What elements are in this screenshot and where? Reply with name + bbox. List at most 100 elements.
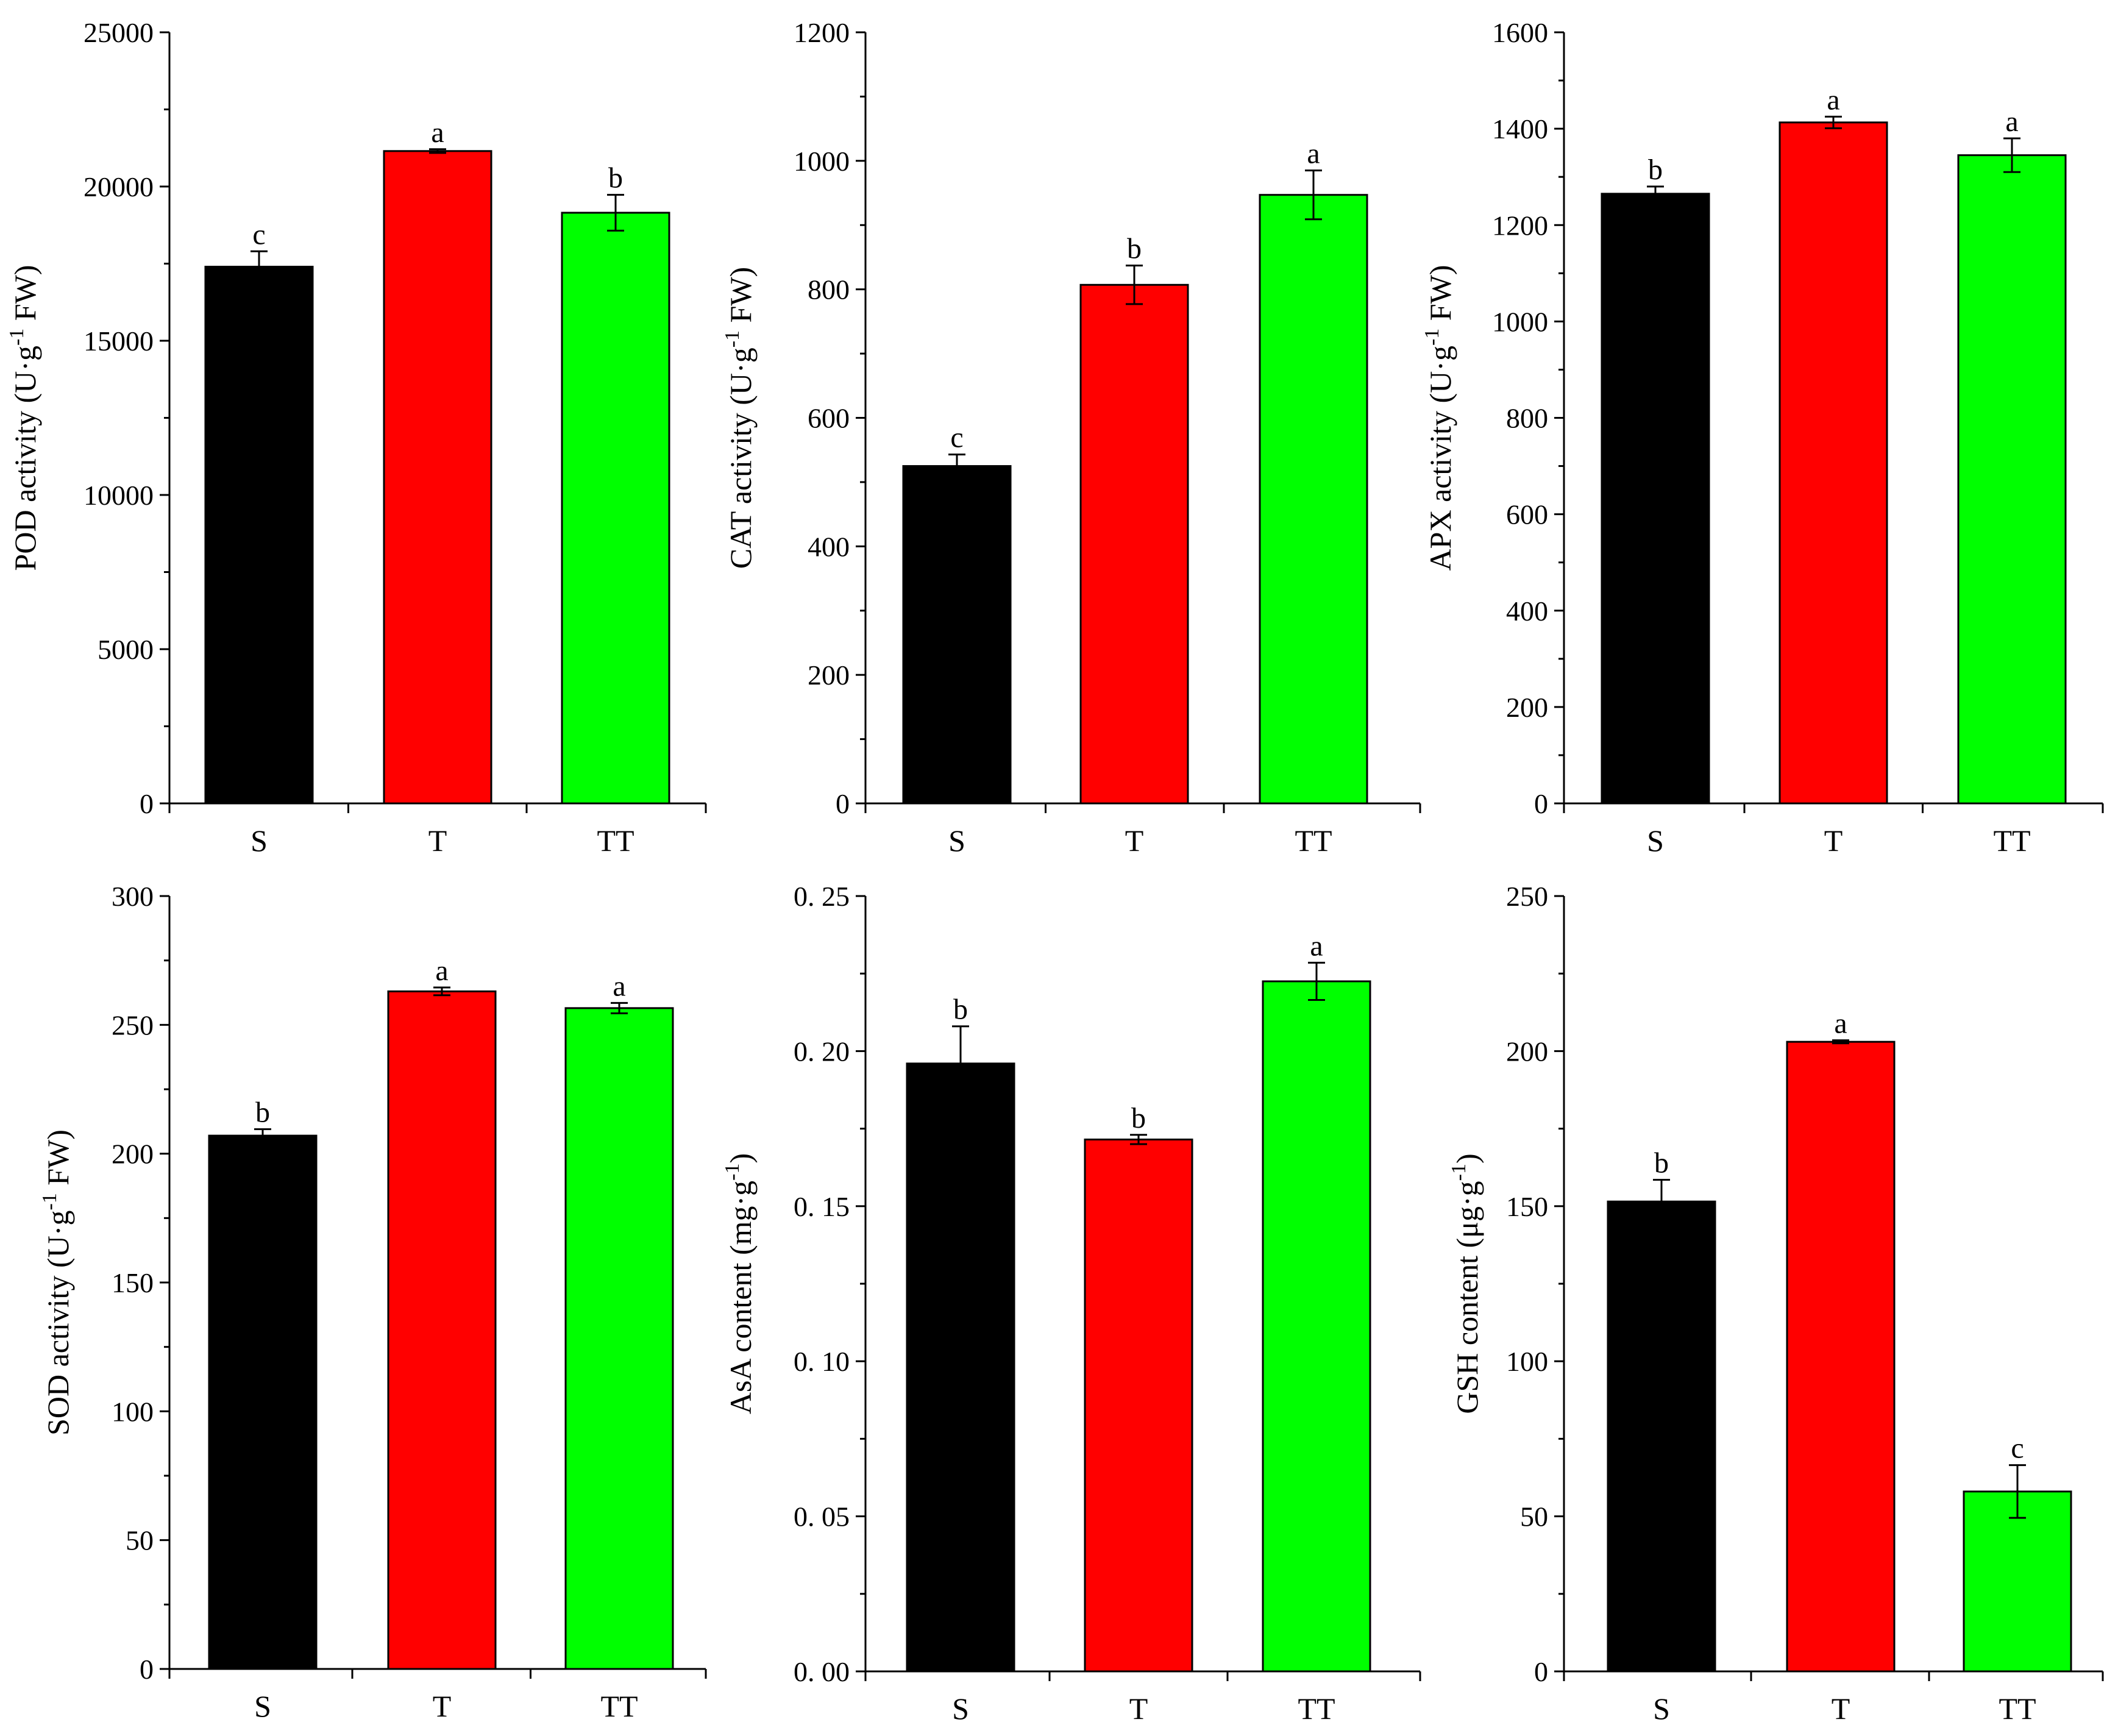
bar-cat-TT: [1259, 194, 1368, 805]
y-tick-label-asa: 0. 15: [794, 1191, 850, 1222]
y-tick-label-apx: 200: [1506, 692, 1548, 723]
y-tick-label-gsh: 0: [1534, 1656, 1548, 1687]
y-tick-label-pod: 0: [140, 788, 154, 819]
y-tick-label-apx: 1400: [1492, 113, 1548, 144]
error-bar-gsh-TT: [2009, 1464, 2026, 1519]
bar-apx-TT: [1957, 154, 2067, 805]
error-bar-sod-S: [254, 1128, 271, 1144]
x-tick-label-asa-T: T: [1129, 1692, 1148, 1726]
y-tick-label-pod: 5000: [98, 634, 154, 665]
y-tick-label-apx: 1600: [1492, 17, 1548, 48]
x-tick-label-cat-T: T: [1125, 824, 1144, 858]
y-axis-title-superscript: -1: [1448, 1164, 1470, 1181]
significance-letter-asa-TT: a: [1310, 930, 1323, 962]
y-tick-label-gsh: 50: [1520, 1501, 1548, 1532]
chart-panel-asa: b Sb Ta TT 0. 00 0. 05 0. 10 0. 15 0. 20 0. 25 AsA…: [721, 881, 1421, 1726]
significance-letter-sod-T: a: [435, 955, 448, 987]
bar-cat-T: [1079, 283, 1189, 805]
y-tick-label-asa: 0. 00: [794, 1656, 850, 1687]
x-tick-label-gsh-S: S: [1653, 1692, 1670, 1726]
y-axis-title-asa: AsA content (mg·g-1): [721, 1153, 758, 1414]
bar-asa-T: [1084, 1138, 1193, 1673]
y-tick-label-pod: 20000: [84, 171, 154, 202]
y-tick-label-sod: 300: [112, 881, 154, 912]
y-tick-label-sod: 200: [112, 1139, 154, 1170]
x-tick-label-apx-TT: TT: [1993, 824, 2030, 858]
y-tick-label-gsh: 250: [1506, 881, 1548, 912]
x-tick-label-sod-TT: TT: [600, 1689, 638, 1723]
error-bar-sod-T: [433, 986, 450, 997]
y-tick-label-gsh: 100: [1506, 1346, 1548, 1377]
x-tick-label-gsh-TT: TT: [1999, 1692, 2036, 1726]
y-axis-title-gsh: GSH content (μg·g-1): [1448, 1153, 1484, 1414]
y-tick-label-sod: 50: [126, 1525, 154, 1556]
y-tick-label-pod: 10000: [84, 480, 154, 511]
y-tick-label-cat: 200: [808, 660, 850, 691]
y-tick-label-sod: 0: [140, 1654, 154, 1685]
y-tick-label-apx: 600: [1506, 499, 1548, 530]
x-tick-label-cat-S: S: [948, 824, 965, 858]
y-tick-label-sod: 150: [112, 1267, 154, 1298]
error-bar-pod-S: [251, 250, 268, 283]
bar-sod-S: [208, 1134, 318, 1670]
y-tick-label-cat: 1000: [794, 146, 850, 177]
y-tick-label-cat: 1200: [794, 17, 850, 48]
bar-asa-S: [906, 1062, 1015, 1673]
significance-letter-asa-T: b: [1131, 1102, 1146, 1134]
y-tick-label-cat: 400: [808, 531, 850, 562]
y-axis-title-superscript: -1: [38, 1193, 61, 1210]
y-axis-title-superscript: -1: [5, 329, 28, 346]
y-tick-label-apx: 1200: [1492, 210, 1548, 241]
error-bar-sod-TT: [611, 1001, 628, 1014]
significance-letter-gsh-S: b: [1654, 1147, 1669, 1179]
error-bar-apx-T: [1825, 115, 1842, 129]
bar-apx-T: [1779, 121, 1888, 805]
y-tick-label-asa: 0. 05: [794, 1501, 850, 1532]
y-tick-label-sod: 250: [112, 1009, 154, 1041]
significance-letter-asa-S: b: [953, 994, 968, 1026]
x-tick-label-pod-T: T: [428, 824, 447, 858]
x-tick-label-cat-TT: TT: [1295, 824, 1332, 858]
x-tick-label-asa-S: S: [952, 1692, 969, 1726]
bar-gsh-S: [1607, 1200, 1716, 1673]
y-axis-title-cat: CAT activity (U·g-1 FW): [721, 267, 758, 569]
y-tick-label-asa: 0. 20: [794, 1036, 850, 1067]
y-tick-label-apx: 0: [1534, 788, 1548, 819]
y-axis-title-unit: FW): [41, 1129, 75, 1193]
y-tick-label-pod: 15000: [84, 326, 154, 357]
y-axis-title-unit: FW): [723, 267, 758, 330]
significance-letter-pod-T: a: [431, 116, 444, 149]
bar-sod-TT: [564, 1007, 674, 1670]
error-bar-apx-S: [1647, 185, 1664, 202]
error-bar-asa-S: [952, 1025, 969, 1102]
y-axis-title-text: APX activity (U·g: [1423, 346, 1457, 571]
significance-letter-pod-TT: b: [608, 162, 623, 194]
y-axis-title-superscript: -1: [721, 330, 744, 347]
y-tick-label-apx: 800: [1506, 403, 1548, 434]
bar-asa-TT: [1262, 980, 1371, 1673]
error-bar-pod-T: [429, 148, 446, 154]
error-bar-cat-S: [948, 454, 965, 479]
x-tick-label-apx-S: S: [1647, 824, 1664, 858]
y-axis-title-text: SOD activity (U·g: [41, 1211, 75, 1435]
chart-panel-sod: b Sa Ta TT 0 50 100 150 200 250 300 SOD activity (U…: [38, 881, 707, 1723]
y-axis-title-superscript: -1: [721, 1164, 744, 1181]
y-axis-title-sod: SOD activity (U·g-1 FW): [38, 1129, 75, 1435]
y-axis-title-text: GSH content (μg·g: [1450, 1181, 1484, 1414]
x-tick-label-gsh-T: T: [1832, 1692, 1850, 1726]
y-tick-label-gsh: 200: [1506, 1036, 1548, 1067]
y-axis-title-superscript: -1: [1421, 329, 1443, 346]
significance-letter-gsh-TT: c: [2011, 1432, 2024, 1465]
error-bar-apx-TT: [2003, 137, 2020, 173]
y-tick-label-apx: 400: [1506, 596, 1548, 627]
bar-pod-S: [204, 266, 314, 805]
bar-gsh-T: [1786, 1041, 1896, 1673]
significance-letter-apx-T: a: [1827, 84, 1839, 116]
significance-letter-gsh-T: a: [1834, 1008, 1847, 1040]
chart-panel-gsh: b Sa Tc TT 0 50 100 150 200 250 GSH content (μg·g-…: [1448, 881, 2104, 1726]
significance-letter-sod-TT: a: [613, 970, 625, 1002]
bar-cat-S: [902, 465, 1012, 805]
y-axis-title-apx: APX activity (U·g-1 FW): [1421, 265, 1457, 571]
